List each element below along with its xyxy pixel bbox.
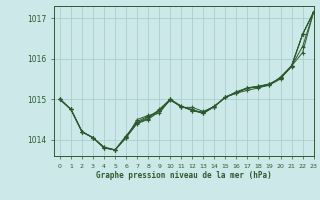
X-axis label: Graphe pression niveau de la mer (hPa): Graphe pression niveau de la mer (hPa)	[96, 171, 272, 180]
